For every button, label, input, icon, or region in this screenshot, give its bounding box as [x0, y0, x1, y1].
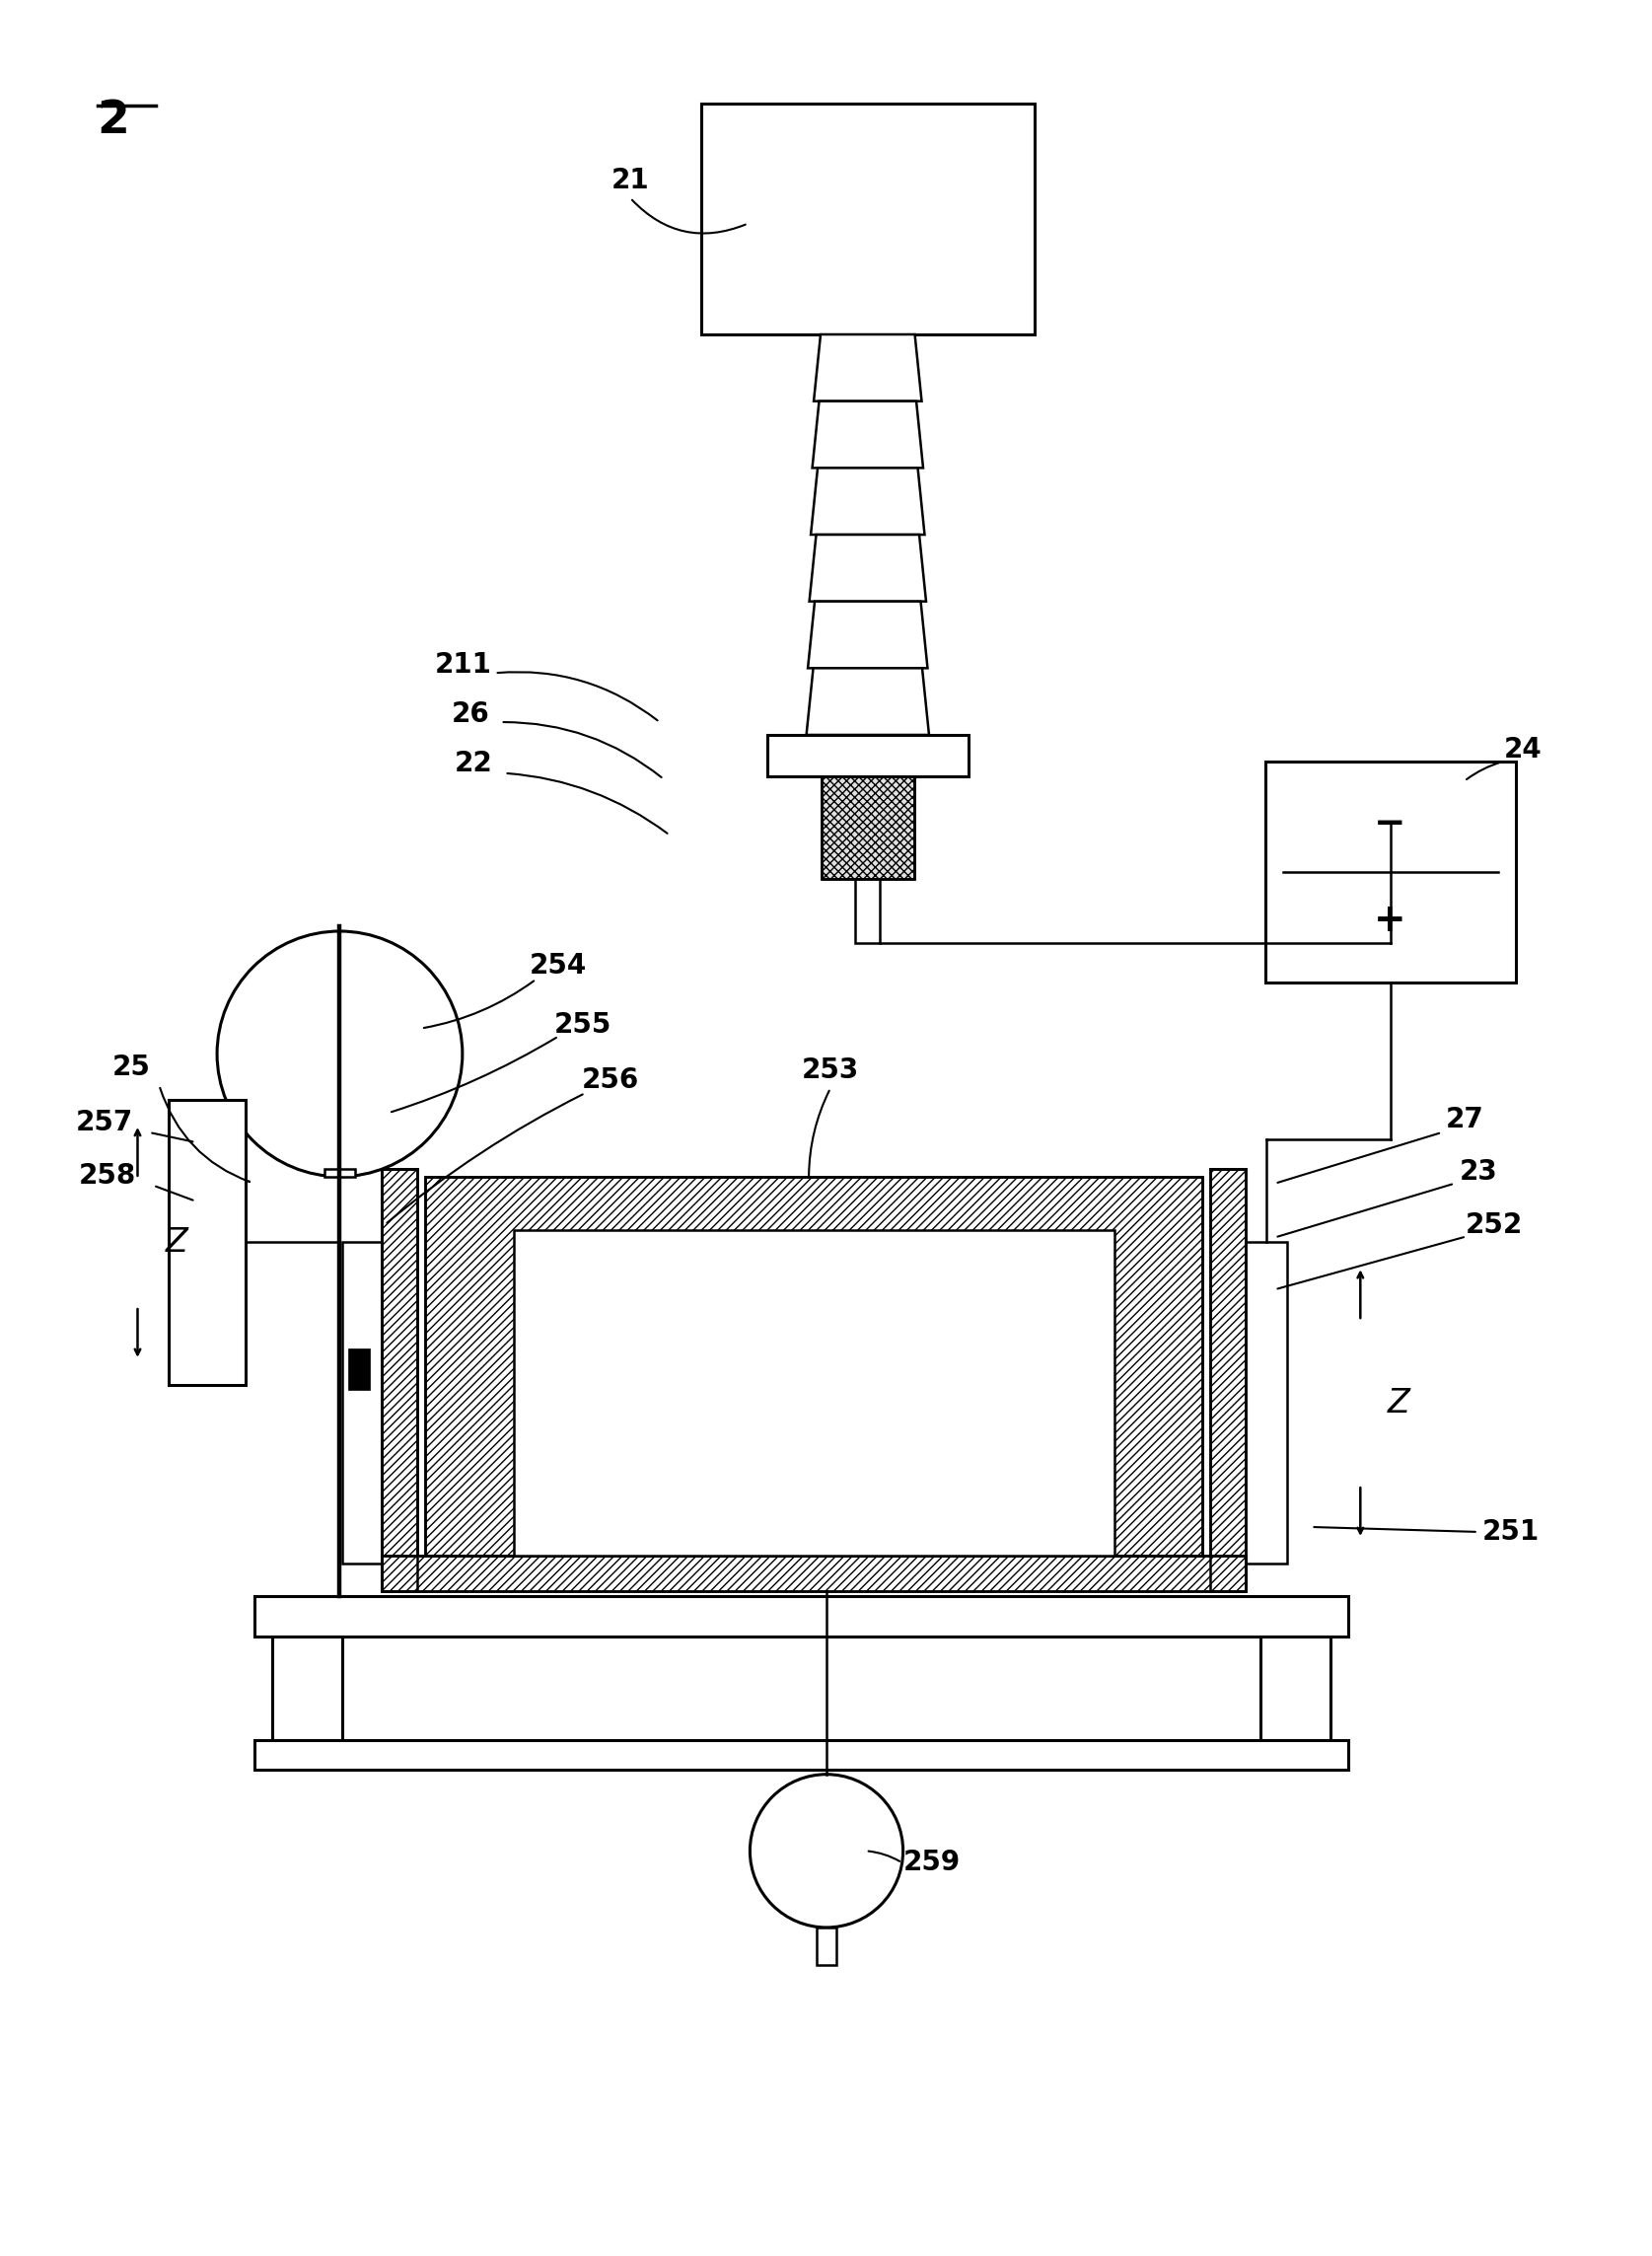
- Bar: [700, 104, 1034, 334]
- Text: Z: Z: [165, 1225, 188, 1259]
- Polygon shape: [808, 602, 927, 668]
- Bar: [324, 1169, 355, 1178]
- Text: +: +: [1374, 902, 1406, 938]
- Text: 254: 254: [530, 952, 588, 979]
- Text: 253: 253: [801, 1056, 859, 1085]
- Bar: [1260, 1638, 1332, 1739]
- Bar: [425, 1178, 1203, 1554]
- Polygon shape: [811, 467, 925, 535]
- Text: −: −: [1374, 805, 1406, 841]
- FancyArrowPatch shape: [633, 201, 745, 232]
- Bar: [514, 1230, 1113, 1554]
- Bar: [816, 1927, 836, 1965]
- FancyArrowPatch shape: [497, 672, 657, 720]
- Text: 22: 22: [454, 749, 492, 776]
- FancyArrowPatch shape: [1277, 1236, 1464, 1288]
- Text: 252: 252: [1465, 1211, 1523, 1239]
- Bar: [342, 1243, 382, 1563]
- Text: 23: 23: [1459, 1157, 1497, 1184]
- Polygon shape: [806, 668, 928, 735]
- FancyArrowPatch shape: [1277, 1133, 1439, 1182]
- Bar: [767, 735, 968, 776]
- FancyArrowPatch shape: [1313, 1527, 1475, 1532]
- Text: 256: 256: [582, 1067, 639, 1094]
- Text: 255: 255: [555, 1011, 611, 1038]
- Text: 26: 26: [451, 699, 489, 729]
- Text: 2: 2: [97, 99, 131, 142]
- Text: 21: 21: [611, 167, 649, 194]
- Bar: [1246, 1243, 1287, 1563]
- Bar: [382, 1169, 418, 1590]
- Bar: [382, 1554, 1246, 1590]
- Bar: [1265, 760, 1515, 981]
- Text: Z: Z: [1388, 1387, 1411, 1419]
- Circle shape: [750, 1773, 904, 1927]
- FancyArrowPatch shape: [869, 1852, 900, 1861]
- FancyArrowPatch shape: [155, 1187, 193, 1200]
- FancyArrowPatch shape: [1277, 1184, 1452, 1236]
- Text: 257: 257: [76, 1108, 132, 1137]
- Text: 25: 25: [112, 1054, 150, 1081]
- FancyArrowPatch shape: [387, 1094, 583, 1223]
- Bar: [1211, 1169, 1246, 1590]
- FancyArrowPatch shape: [392, 1038, 557, 1112]
- FancyArrowPatch shape: [507, 774, 667, 832]
- FancyArrowPatch shape: [152, 1133, 193, 1142]
- Polygon shape: [814, 334, 922, 402]
- Bar: [254, 1739, 1348, 1769]
- FancyArrowPatch shape: [1467, 763, 1502, 778]
- FancyArrowPatch shape: [160, 1087, 249, 1182]
- Bar: [254, 1595, 1348, 1638]
- Polygon shape: [809, 535, 927, 602]
- FancyArrowPatch shape: [425, 981, 534, 1029]
- Bar: [273, 1638, 342, 1739]
- FancyArrowPatch shape: [504, 722, 661, 778]
- Bar: [821, 776, 914, 880]
- Text: 24: 24: [1505, 735, 1543, 763]
- Polygon shape: [813, 402, 923, 467]
- Text: 258: 258: [78, 1162, 135, 1189]
- Text: 259: 259: [904, 1850, 960, 1877]
- Text: 211: 211: [434, 652, 492, 679]
- Bar: [425, 1178, 1203, 1554]
- Bar: [1211, 1169, 1246, 1590]
- Bar: [382, 1169, 418, 1590]
- Bar: [821, 776, 914, 880]
- FancyArrowPatch shape: [809, 1090, 829, 1175]
- Bar: [349, 1349, 370, 1390]
- Bar: [169, 1101, 246, 1385]
- Bar: [856, 880, 881, 943]
- Text: 251: 251: [1482, 1518, 1540, 1545]
- Bar: [382, 1554, 1246, 1590]
- Text: 27: 27: [1446, 1105, 1483, 1133]
- Ellipse shape: [216, 932, 463, 1178]
